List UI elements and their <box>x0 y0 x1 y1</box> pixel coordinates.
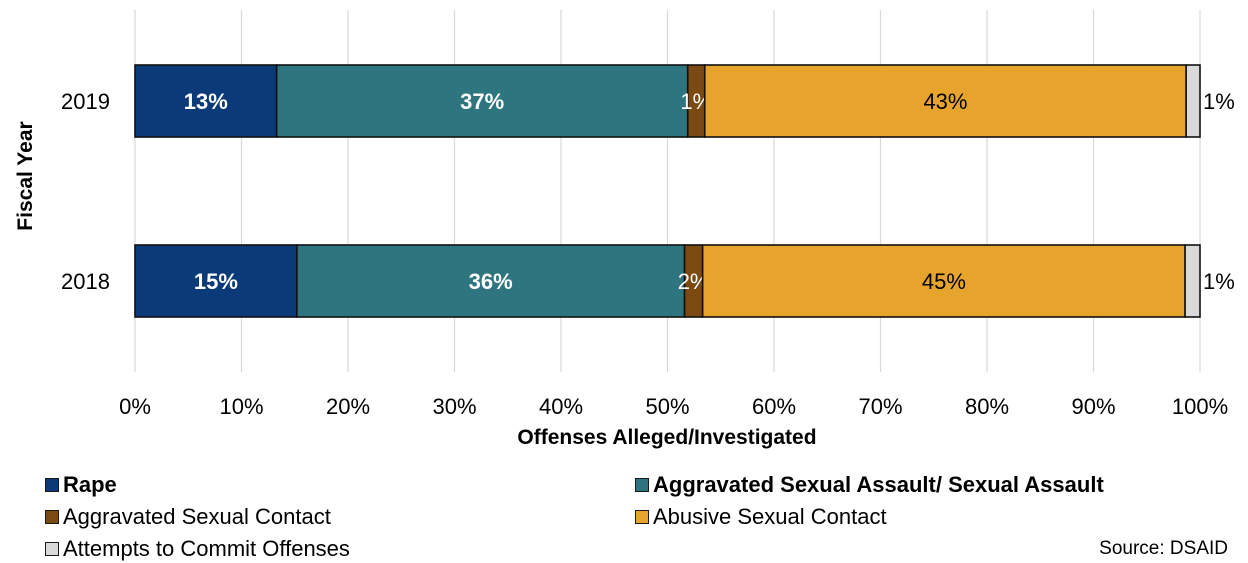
source-note: Source: DSAID <box>1099 538 1228 559</box>
legend-item: Rape <box>45 472 117 498</box>
legend-item: Aggravated Sexual Contact <box>45 504 331 530</box>
data-label: 45% <box>922 269 966 294</box>
x-tick-label: 100% <box>1172 394 1228 419</box>
y-tick-labels: 2019 2018 <box>61 89 110 294</box>
legend-swatch <box>45 510 59 524</box>
legend-label: Aggravated Sexual Contact <box>63 504 331 529</box>
data-label: 43% <box>923 89 967 114</box>
bar-segment <box>134 64 278 138</box>
legend-swatch <box>45 542 59 556</box>
y-tick-label: 2018 <box>61 269 110 294</box>
x-tick-label: 60% <box>752 394 796 419</box>
legend-swatch <box>635 478 649 492</box>
x-tick-label: 30% <box>432 394 476 419</box>
y-tick-label: 2019 <box>61 89 110 114</box>
legend-label: Aggravated Sexual Assault/ Sexual Assaul… <box>653 472 1104 497</box>
x-tick-label: 40% <box>539 394 583 419</box>
x-tick-label: 20% <box>326 394 370 419</box>
legend: Rape Aggravated Sexual Assault/ Sexual As… <box>45 472 1205 562</box>
x-tick-label: 70% <box>858 394 902 419</box>
bar-segment <box>1184 244 1201 318</box>
bar-segment <box>134 244 298 318</box>
data-label: 1% <box>1203 89 1235 114</box>
x-tick-labels: 0% 10% 20% 30% 40% 50% 60% 70% 80% 90% 100% <box>119 394 1228 419</box>
x-tick-label: 80% <box>965 394 1009 419</box>
data-label: 1% <box>1203 269 1235 294</box>
bar-segments: 13% 37% 1% 43% 1%15% 36% 2% 45% 1% <box>134 64 1235 318</box>
x-tick-label: 10% <box>219 394 263 419</box>
bar-segment <box>296 244 686 318</box>
bar-segment <box>703 64 1187 138</box>
bar-segment <box>1185 64 1201 138</box>
legend-item: Attempts to Commit Offenses <box>45 536 350 562</box>
x-tick-label: 50% <box>645 394 689 419</box>
legend-label: Rape <box>63 472 117 497</box>
y-axis-title: Fiscal Year <box>14 121 37 230</box>
legend-swatch <box>635 510 649 524</box>
x-axis-title: Offenses Alleged/Investigated <box>517 426 816 449</box>
legend-item: Abusive Sexual Contact <box>635 504 887 530</box>
data-label: 13% <box>184 89 228 114</box>
legend-swatch <box>45 478 59 492</box>
data-label: 37% <box>460 89 504 114</box>
x-tick-label: 90% <box>1071 394 1115 419</box>
legend-item: Aggravated Sexual Assault/ Sexual Assaul… <box>635 472 1104 498</box>
x-tick-label: 0% <box>119 394 151 419</box>
data-label: 15% <box>194 269 238 294</box>
legend-label: Abusive Sexual Contact <box>653 504 887 529</box>
bar-segment <box>701 244 1186 318</box>
legend-label: Attempts to Commit Offenses <box>63 536 350 561</box>
data-label: 36% <box>469 269 513 294</box>
